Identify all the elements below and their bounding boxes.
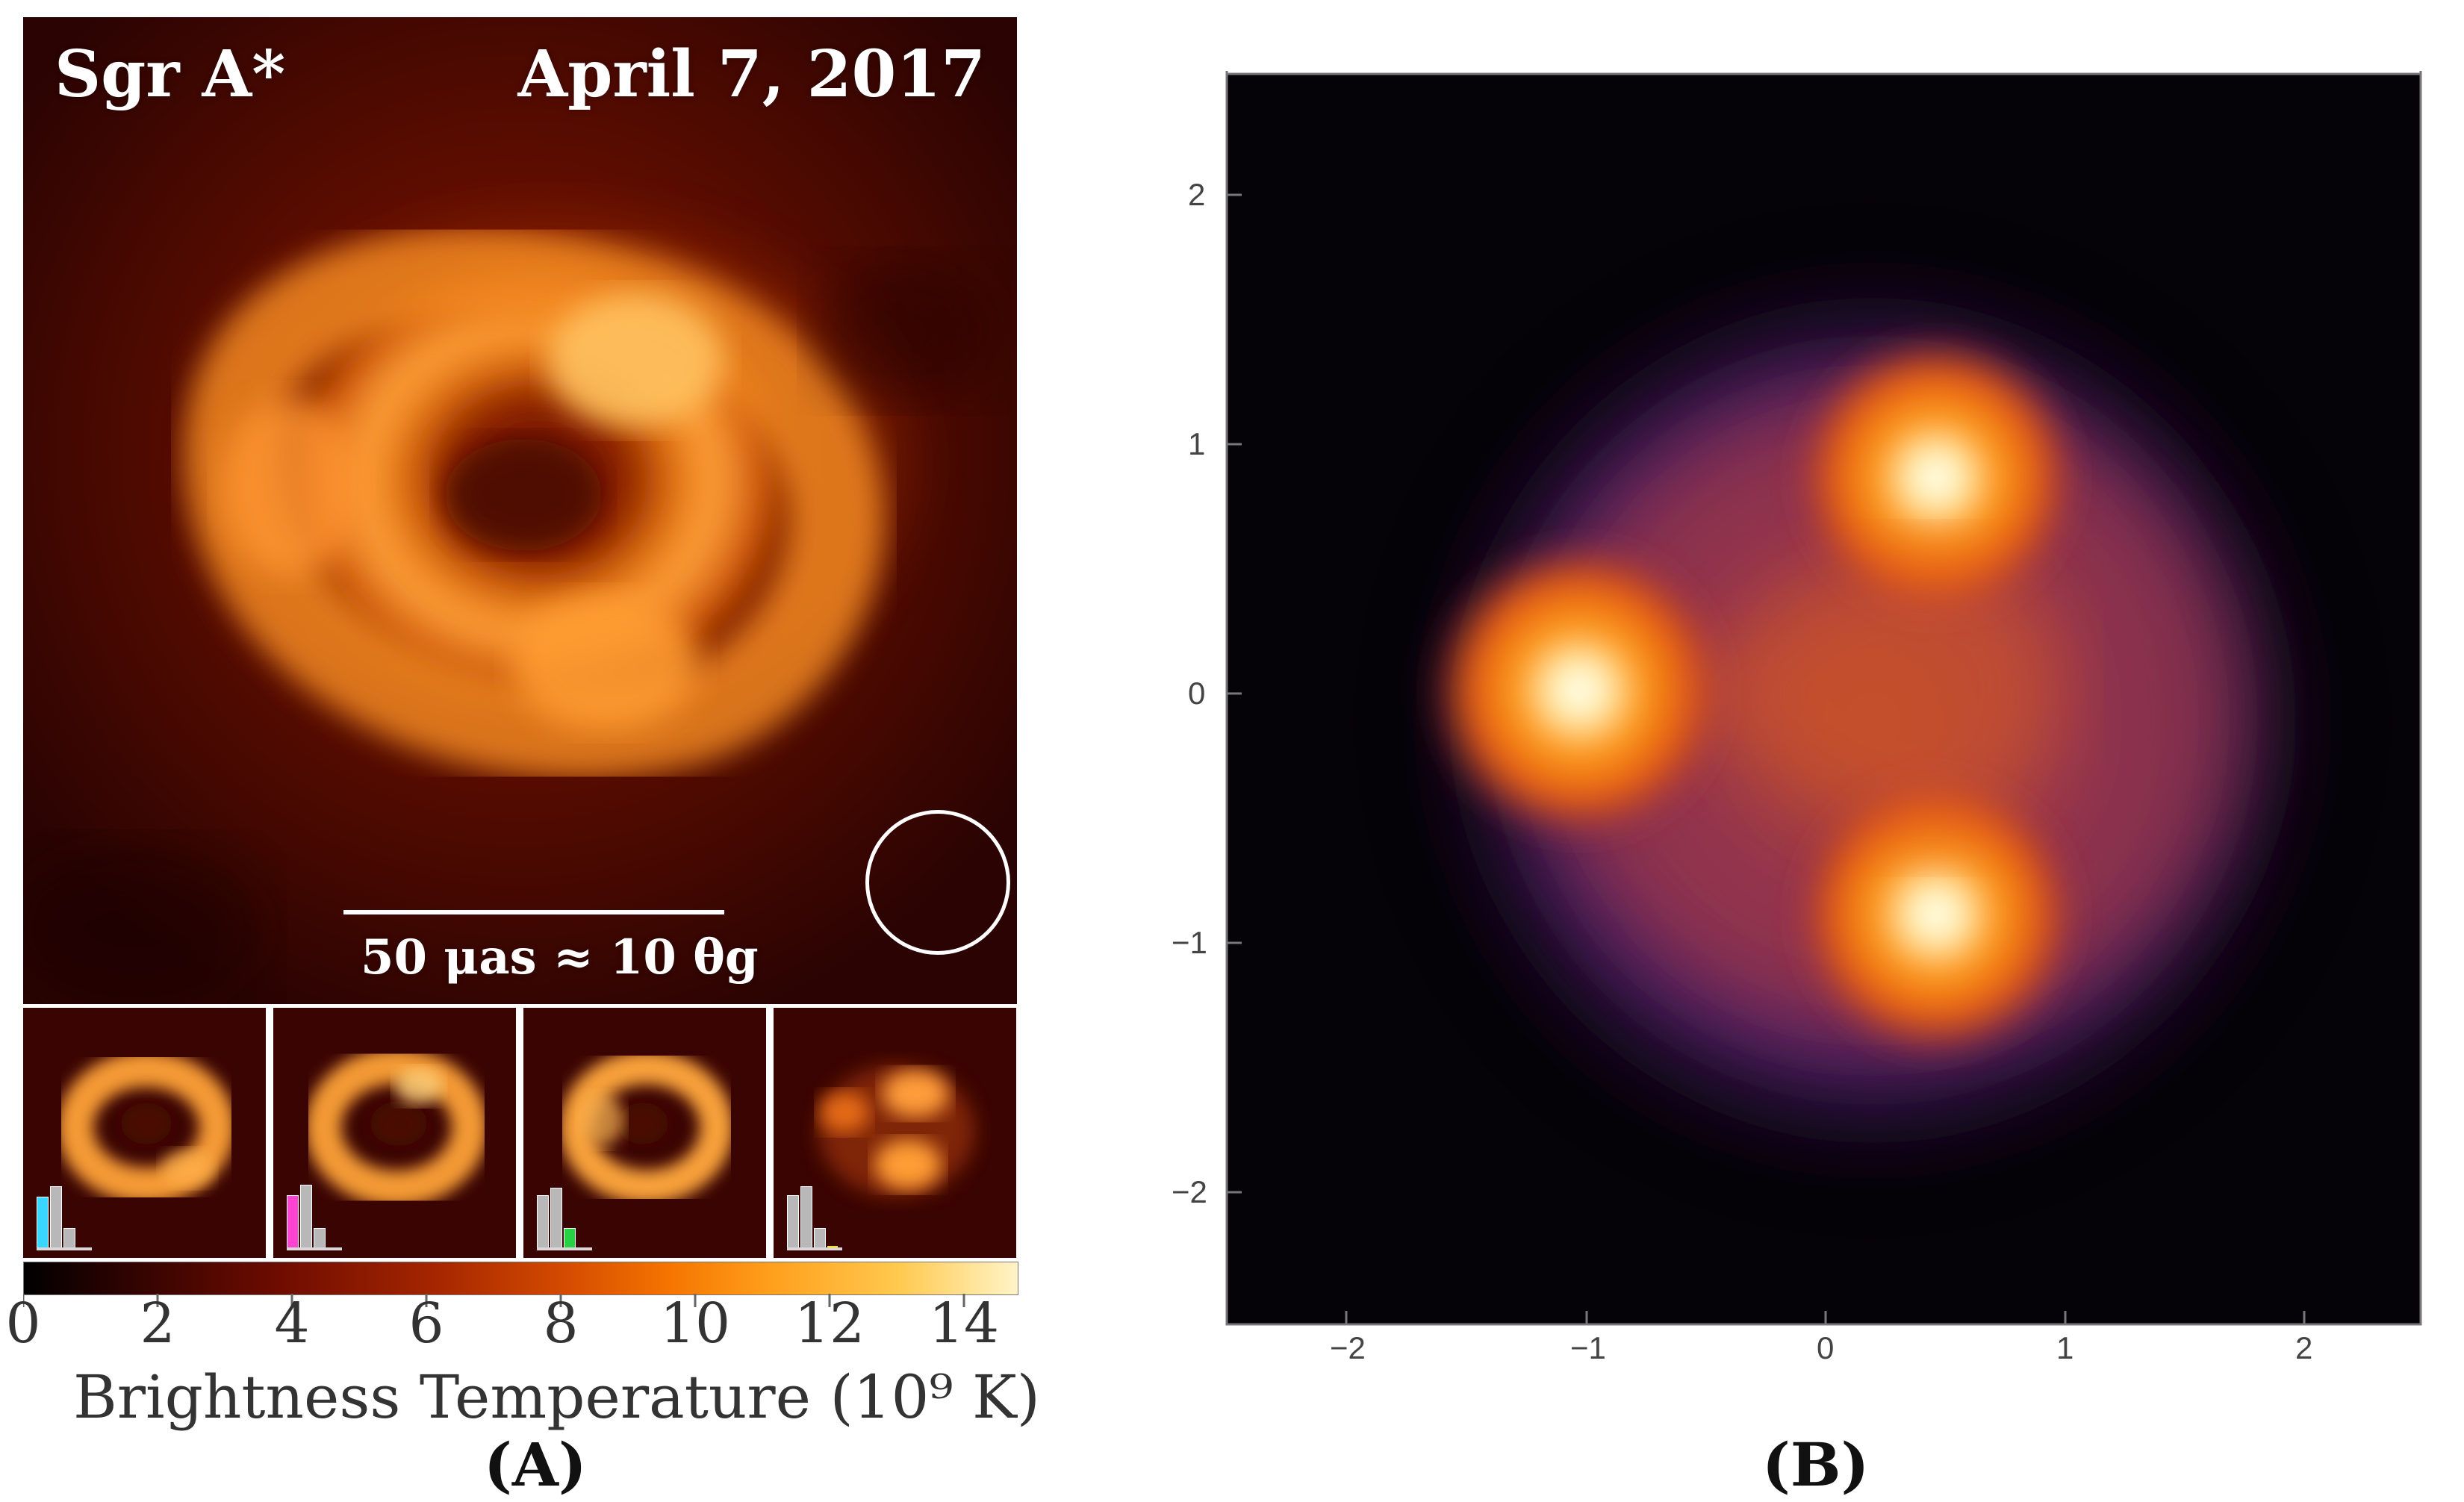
panel-a-caption: (A) [484,1430,587,1500]
histogram-bar [537,1195,549,1250]
colorbar-tick-14: 14 [928,1291,1000,1356]
histogram-bar [800,1186,812,1250]
colorbar-tick-4: 4 [274,1291,310,1356]
thumbnail-strip [23,1008,1017,1258]
thumbnail-histogram-1 [37,1183,93,1250]
thumbnail-histogram-3 [537,1183,594,1250]
panel-a-main-image: Sgr A* April 7, 2017 50 μas ≈ 10 θg [23,17,1017,1004]
thumbnail-ring-4 [774,1008,1016,1258]
brightness-colorbar [23,1262,1018,1295]
source-label: Sgr A* [55,37,286,112]
colorbar-tick-marks [23,1294,965,1307]
x-axis-tick-0: 0 [1817,1330,1835,1365]
histogram-bar-highlight [37,1197,49,1250]
histogram-baseline [37,1247,92,1250]
y-axis-tick-minus-2: −2 [1172,1174,1207,1209]
histogram-bar [787,1195,799,1250]
panel-b-density-plot [1197,71,2454,1328]
histogram-bar [50,1186,62,1250]
thumbnail-ring-image-4 [774,1008,1016,1258]
thumbnail-histogram-4 [787,1183,844,1250]
thumbnail-ring-3 [523,1008,766,1258]
colorbar-tick-6: 6 [408,1291,444,1356]
scale-bar-label: 50 μas ≈ 10 θg [361,929,759,985]
histogram-bar [550,1188,562,1250]
thumbnail-ring-image-1 [23,1008,266,1258]
x-axis-tick-2: 2 [2295,1330,2313,1365]
x-axis-tick-1: 1 [2056,1330,2074,1365]
y-axis-tick-minus-1: −1 [1172,925,1207,960]
panel-b-caption: (B) [1762,1430,1870,1500]
histogram-bar-highlight [287,1195,299,1250]
thumbnail-ring-2 [273,1008,516,1258]
thumbnail-histogram-2 [287,1183,343,1250]
histogram-bar [300,1185,312,1250]
histogram-baseline [287,1247,342,1250]
y-axis-tick-0: 0 [1188,676,1206,711]
colorbar-title: Brightness Temperature (10⁹ K) [73,1362,1040,1432]
y-axis-tick-1: 1 [1188,426,1206,461]
sgr-a-ring-image [23,17,1017,1004]
x-axis-tick-minus-1: −1 [1570,1330,1606,1365]
colorbar-tick-8: 8 [543,1291,579,1356]
thumbnail-ring-image-2 [273,1008,516,1258]
panel-b-plot: −2 −1 0 1 2 2 1 0 −1 −2 [1172,71,2454,1364]
colorbar-tick-2: 2 [140,1291,175,1356]
colorbar-tick-10: 10 [659,1291,731,1356]
colorbar-tick-12: 12 [794,1291,865,1356]
y-axis-tick-2: 2 [1188,177,1206,212]
thumbnail-ring-1 [23,1008,266,1258]
scale-bar-line [343,910,724,914]
x-axis-tick-minus-2: −2 [1330,1330,1366,1365]
histogram-baseline [537,1247,592,1250]
histogram-baseline [787,1247,842,1250]
observation-date-label: April 7, 2017 [517,37,986,112]
thumbnail-ring-image-3 [523,1008,766,1258]
beam-circle-icon [865,810,1010,955]
colorbar-tick-0: 0 [5,1291,41,1356]
